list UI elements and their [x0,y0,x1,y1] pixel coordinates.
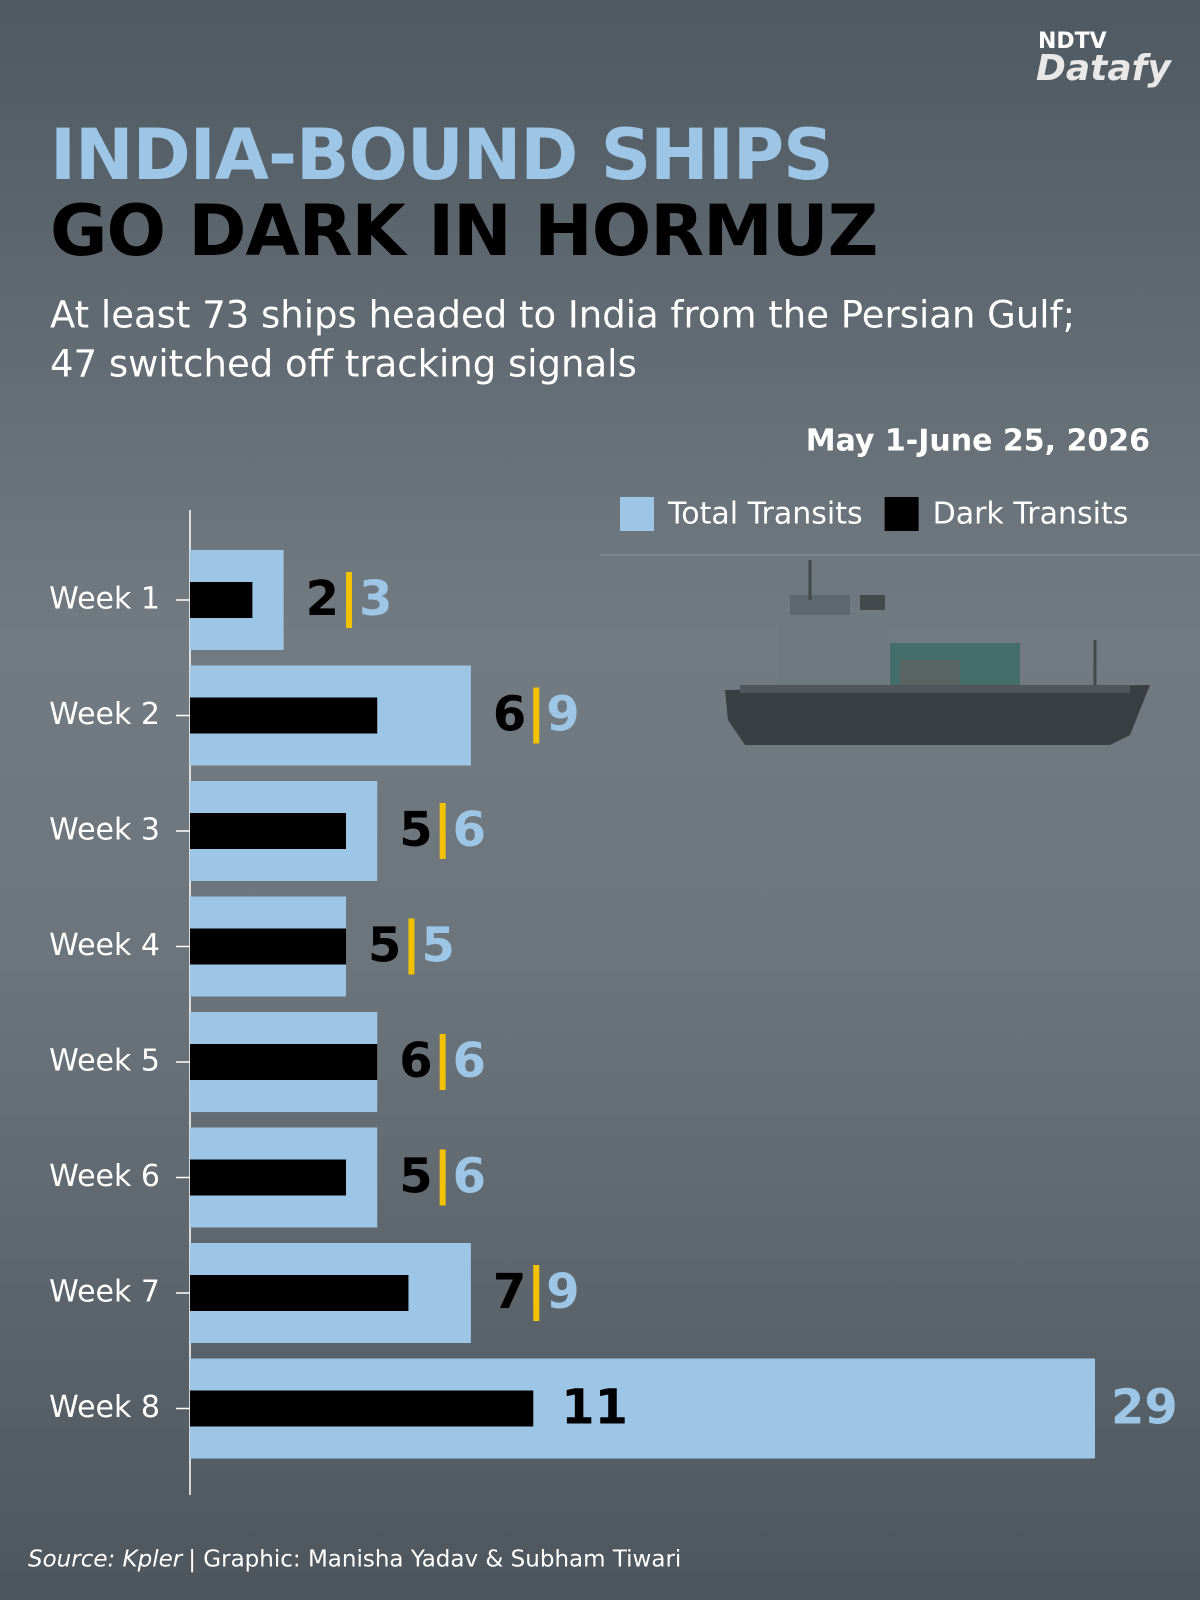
value-label-total: 9 [546,1264,579,1320]
source: Source: Kpler [28,1547,184,1573]
category-label: Week 2 [49,697,160,732]
value-label-dark: 6 [399,1033,432,1089]
value-label-dark: 5 [399,1149,432,1205]
value-label-dark: 5 [368,918,401,974]
category-label: Week 7 [49,1275,160,1310]
bar-dark [190,1159,347,1196]
bar-dark [190,1390,534,1427]
subtitle-line-2: 47 switched off tracking signals [50,343,637,386]
bar-dark [190,1044,378,1080]
legend-swatch [620,497,654,531]
category-label: Week 6 [49,1159,160,1194]
value-label-dark: 11 [561,1380,628,1436]
value-label-total: 29 [1111,1380,1178,1436]
value-label-total: 6 [453,1149,486,1205]
value-label-dark: 7 [493,1264,526,1320]
category-label: Week 1 [49,582,160,617]
category-label: Week 3 [49,813,160,848]
value-label-dark: 6 [493,687,526,743]
bar-dark [190,813,347,849]
bar-dark [190,582,253,618]
legend-label: Total Transits [667,497,863,532]
value-label-total: 5 [421,918,454,974]
bar-dark [190,928,347,965]
value-label-dark: 2 [306,571,339,627]
category-label: Week 5 [49,1044,160,1079]
period: May 1-June 25, 2026 [806,424,1150,459]
legend-label: Dark Transits [933,497,1129,532]
credit: | Graphic: Manisha Yadav & Subham Tiwari [188,1547,681,1573]
value-label-total: 6 [453,1033,486,1089]
title-line-2: GO DARK IN HORMUZ [50,190,877,272]
bar-dark [190,697,378,734]
bar-dark [190,1275,409,1311]
value-label-total: 3 [359,571,392,627]
logo-product: Datafy [1036,48,1172,89]
value-label-total: 9 [546,687,579,743]
title-line-1: INDIA-BOUND SHIPS [50,114,833,196]
category-label: Week 4 [49,928,160,963]
subtitle-line-1: At least 73 ships headed to India from t… [50,294,1075,337]
value-label-total: 6 [453,802,486,858]
value-label-dark: 5 [399,802,432,858]
category-label: Week 8 [49,1390,160,1425]
ship-illustration [725,560,1150,745]
legend-swatch [884,497,919,531]
logo-brand: NDTV [1038,29,1107,54]
